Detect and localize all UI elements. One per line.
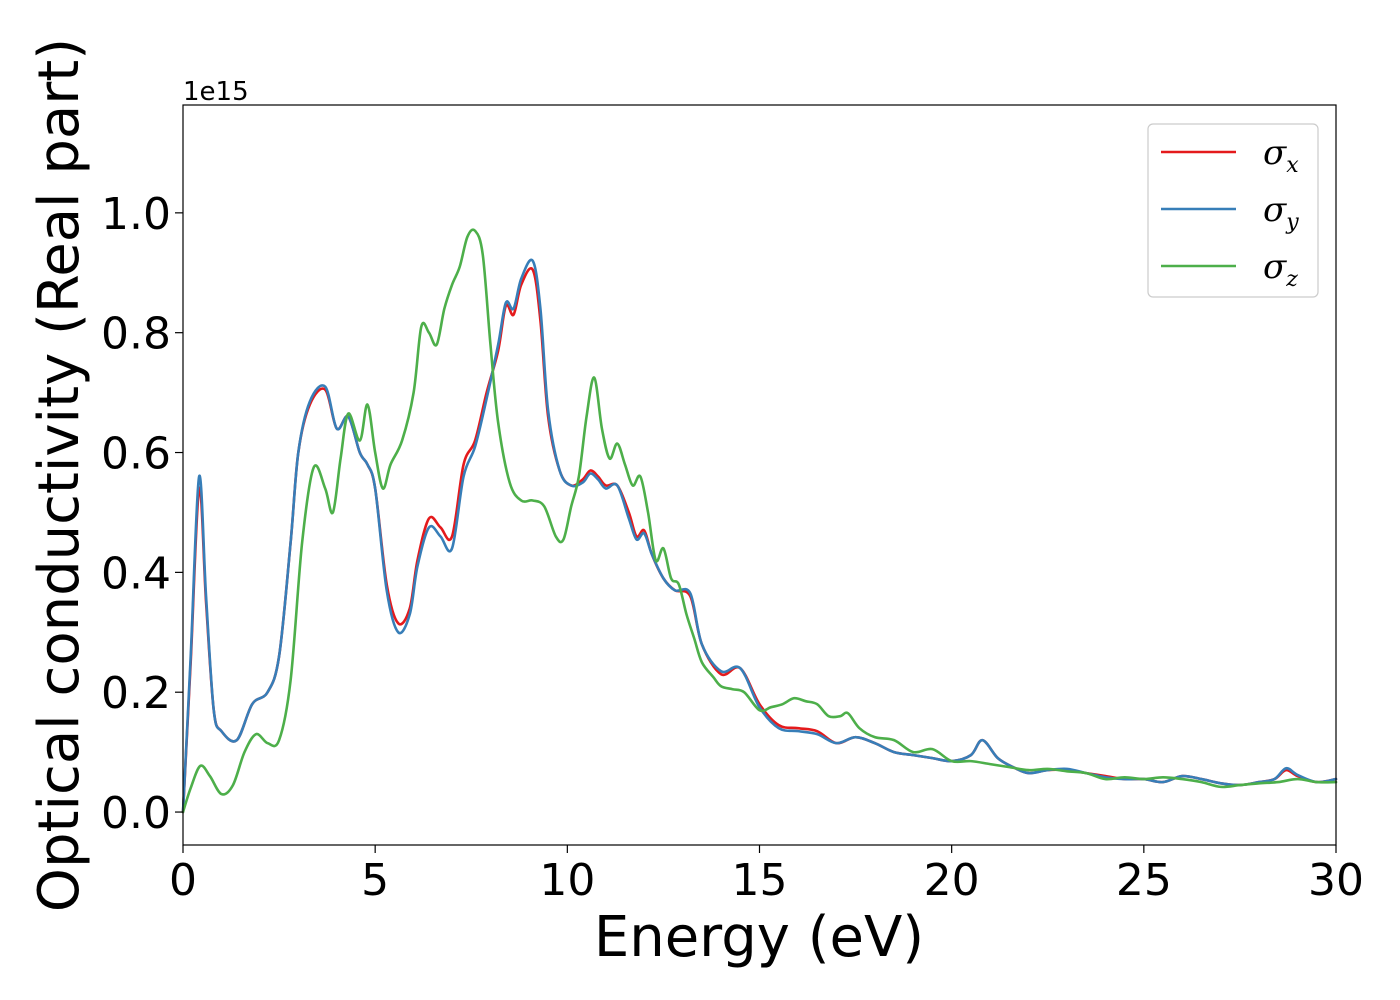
y-tick-label: 0.8 <box>101 309 171 360</box>
y-tick-label: 0.6 <box>101 429 171 480</box>
x-axis-label: Energy (eV) <box>594 905 924 970</box>
x-tick-label: 20 <box>924 855 980 906</box>
x-tick-label: 5 <box>361 855 389 906</box>
legend-frame <box>1147 123 1319 298</box>
x-tick-label: 25 <box>1116 855 1172 906</box>
x-axis-ticks: 0 5 10 15 20 25 30 <box>169 845 1364 906</box>
series-line-y <box>181 258 1338 814</box>
legend: σx σy σz <box>1147 123 1319 298</box>
x-tick-label: 15 <box>732 855 788 906</box>
y-tick-label: 0.0 <box>101 788 171 839</box>
legend-label-z: σz <box>1263 247 1298 292</box>
x-tick-label: 10 <box>539 855 595 906</box>
y-axis-label: Optical conductivity (Real part) <box>27 38 92 912</box>
x-tick-label: 0 <box>169 855 197 906</box>
legend-label-y: σy <box>1263 190 1299 235</box>
y-axis-ticks: 0.0 0.2 0.4 0.6 0.8 1.0 <box>101 189 183 839</box>
y-tick-label: 0.2 <box>101 668 171 719</box>
plot-background <box>183 105 1336 845</box>
series-layer <box>181 228 1338 814</box>
y-tick-label: 1.0 <box>101 189 171 240</box>
y-tick-label: 0.4 <box>101 548 171 599</box>
y-offset-text: 1e15 <box>183 77 249 107</box>
series-line-z <box>181 228 1338 814</box>
x-tick-label: 30 <box>1308 855 1364 906</box>
legend-label-x: σx <box>1263 133 1299 178</box>
